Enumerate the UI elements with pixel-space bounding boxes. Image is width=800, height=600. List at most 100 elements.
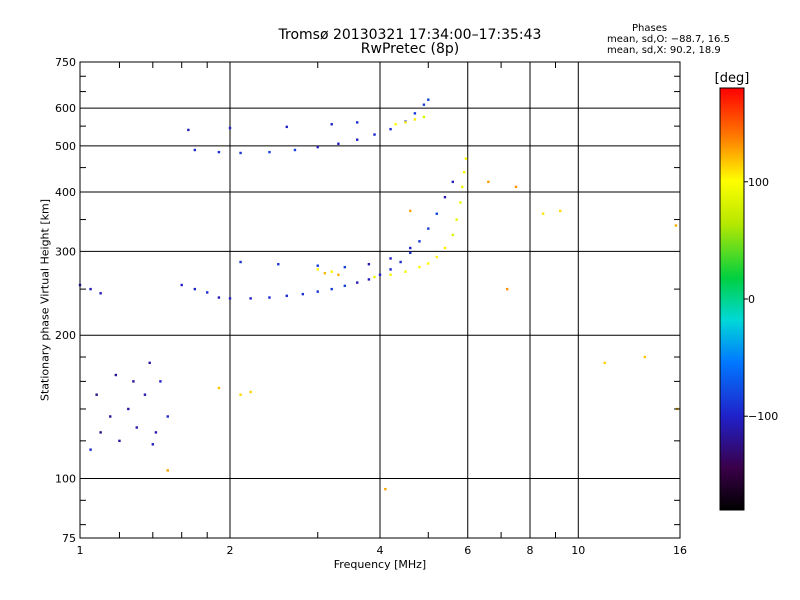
data-point (118, 439, 121, 443)
y-tick-label: 100 (55, 473, 76, 486)
data-point (166, 415, 169, 418)
data-point (355, 138, 359, 141)
data-point (301, 292, 305, 296)
data-point (643, 355, 647, 359)
data-point (285, 294, 288, 298)
colorbar-tick-label: 100 (748, 176, 769, 189)
data-point (249, 390, 252, 394)
x-tick-label: 1 (77, 544, 84, 557)
data-point (268, 150, 271, 154)
data-point (187, 128, 190, 132)
colorbar-tick-label: −100 (748, 410, 778, 423)
data-point (316, 145, 319, 149)
chart-title: Tromsø 20130321 17:34:00–17:35:43 (278, 27, 542, 43)
data-point (166, 469, 169, 472)
data-point (455, 218, 458, 221)
data-point (143, 393, 147, 396)
data-point (99, 292, 102, 295)
data-point (193, 148, 197, 152)
data-point (239, 393, 242, 396)
data-point (514, 185, 518, 189)
data-point (389, 127, 392, 131)
data-point (217, 296, 221, 299)
data-point (114, 373, 118, 377)
data-point (443, 195, 447, 199)
data-point (389, 273, 392, 276)
data-point (404, 121, 407, 124)
x-tick-label: 4 (377, 544, 384, 557)
data-point (389, 257, 392, 260)
data-point (228, 126, 232, 130)
data-point (316, 290, 319, 293)
data-point (148, 361, 151, 365)
grid (79, 61, 681, 539)
data-point (217, 150, 221, 154)
data-point (384, 487, 387, 491)
data-point (674, 224, 678, 227)
data-point (268, 296, 271, 299)
data-point (435, 212, 438, 215)
data-point (323, 272, 327, 275)
data-point (505, 287, 509, 291)
x-tick-label: 6 (464, 544, 471, 557)
data-point (239, 151, 242, 155)
data-point (330, 123, 333, 126)
phase-stats-heading: Phases (632, 23, 668, 34)
data-point (461, 185, 464, 189)
data-point (413, 112, 417, 115)
x-tick-label: 2 (227, 544, 234, 557)
data-point (451, 233, 455, 237)
data-point (418, 265, 421, 269)
data-point (151, 443, 155, 446)
data-point (462, 171, 466, 174)
data-point (541, 212, 545, 215)
data-point (404, 270, 407, 273)
y-tick-label: 500 (55, 140, 76, 153)
data-point (337, 273, 340, 276)
phase-colorbar: [deg] 100 0 −100 (715, 71, 778, 511)
data-point (459, 201, 462, 204)
data-point (418, 240, 421, 243)
colorbar-tick-label: 0 (748, 293, 755, 306)
data-point (394, 123, 397, 126)
data-point (422, 103, 426, 106)
data-point (427, 227, 430, 230)
data-point (409, 246, 412, 250)
phase-stats-x: mean, sd,X: 90.2, 18.9 (607, 45, 721, 56)
data-point (337, 142, 340, 145)
data-point (205, 291, 209, 294)
data-point (159, 380, 162, 383)
data-point (389, 268, 392, 271)
data-point (427, 262, 430, 265)
data-point (180, 283, 183, 287)
data-point (355, 121, 359, 124)
data-point (399, 260, 402, 264)
x-tick-label: 10 (571, 544, 585, 557)
data-point (109, 415, 112, 418)
data-point (135, 426, 138, 429)
data-point (409, 209, 412, 213)
x-tick-label: 8 (527, 544, 534, 557)
data-point (89, 448, 92, 451)
data-point (127, 407, 130, 411)
data-point (451, 180, 455, 184)
colorbar-gradient (719, 87, 745, 511)
data-point (355, 281, 359, 284)
data-point (378, 273, 382, 276)
data-point (343, 284, 347, 288)
data-point (343, 265, 347, 269)
x-tick-label: 16 (673, 544, 687, 557)
x-axis-label: Frequency [MHz] (333, 558, 427, 571)
data-point (603, 361, 606, 365)
data-point (559, 209, 562, 213)
data-point (367, 263, 371, 266)
data-point (154, 431, 158, 434)
data-point (487, 180, 490, 184)
data-point (413, 118, 417, 121)
phase-stats-o: mean, sd,O: −88.7, 16.5 (607, 34, 730, 45)
data-point (367, 278, 371, 281)
data-point (443, 246, 447, 250)
data-point (95, 393, 98, 396)
data-point (409, 251, 412, 255)
data-point (277, 263, 280, 266)
